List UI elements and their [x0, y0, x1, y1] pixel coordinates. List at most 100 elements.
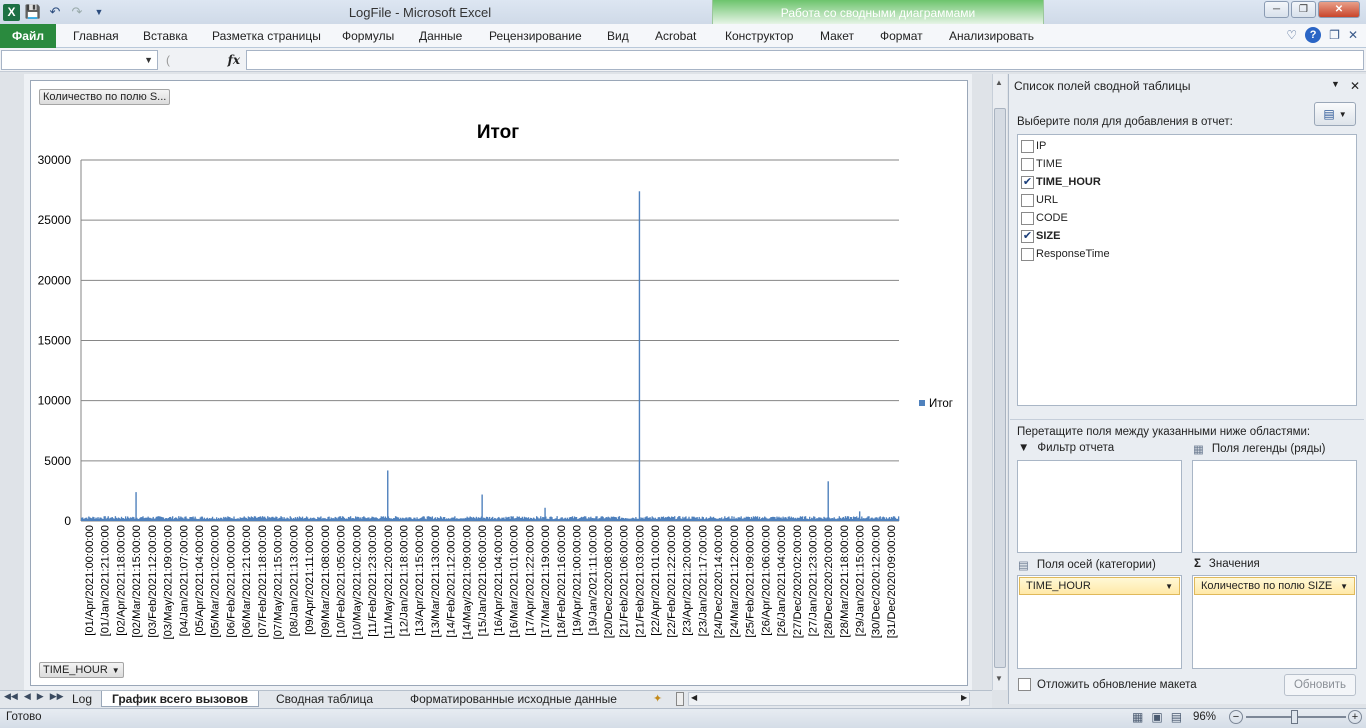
bar [268, 517, 270, 521]
page-break-view-icon[interactable]: ▤ [1170, 710, 1183, 724]
bar [196, 519, 198, 521]
close-window-icon[interactable]: ✕ [1347, 28, 1358, 42]
bar [583, 516, 585, 521]
checkbox[interactable] [1021, 139, 1034, 153]
scroll-down-icon[interactable]: ▼ [995, 674, 1003, 683]
field-list-layout-button[interactable]: ▤ ▼ [1314, 102, 1356, 126]
field-time[interactable]: TIME [1018, 155, 1356, 173]
tab-data[interactable]: Данные [419, 29, 463, 43]
tab-insert[interactable]: Вставка [143, 29, 188, 43]
values-field-chip[interactable]: Количество по полю SIZE ▼ [1194, 577, 1355, 595]
tab-view[interactable]: Вид [607, 29, 629, 43]
tab-format[interactable]: Формат [880, 29, 923, 43]
update-button[interactable]: Обновить [1284, 674, 1356, 696]
scroll-left-icon[interactable]: ◀ [691, 693, 698, 702]
field-url[interactable]: URL [1018, 191, 1356, 209]
tab-layout[interactable]: Макет [820, 29, 854, 43]
bar [814, 516, 816, 521]
bar [266, 518, 268, 521]
status-bar [0, 708, 1366, 728]
filter-field-button[interactable]: Количество по полю S... [39, 89, 171, 105]
zoom-out-icon[interactable]: − [1229, 710, 1243, 724]
save-icon[interactable]: 💾 [24, 4, 42, 19]
defer-update-checkbox[interactable] [1018, 678, 1031, 691]
fx-button[interactable]: fx [227, 53, 240, 67]
formula-splitter-icon[interactable]: ( [166, 53, 177, 67]
insert-sheet-icon[interactable]: ✦ [653, 693, 663, 705]
panel-splitter[interactable] [1010, 419, 1364, 423]
field-time-hour[interactable]: ✔ TIME_HOUR [1021, 175, 1101, 189]
zoom-in-icon[interactable]: + [1348, 710, 1362, 724]
redo-icon[interactable]: ↷ [71, 4, 83, 19]
scroll-right-icon[interactable]: ▶ [961, 693, 968, 702]
bar [237, 518, 239, 521]
checkbox[interactable] [1021, 211, 1034, 225]
bar [159, 516, 162, 521]
chevron-down-icon[interactable]: ▼ [1340, 581, 1348, 591]
values-drop-zone[interactable]: Количество по полю SIZE ▼ [1192, 575, 1357, 669]
chevron-down-icon[interactable]: ▼ [144, 55, 153, 65]
tab-formulas[interactable]: Формулы [342, 29, 395, 43]
axis-field-chip[interactable]: TIME_HOUR ▼ [1019, 577, 1180, 595]
sheet-tab-log[interactable]: Log [72, 692, 93, 706]
horizontal-scrollbar[interactable]: ◀ ▶ [688, 692, 970, 706]
chart-area[interactable]: Количество по полю S... Итог 0 5000 10000 15… [30, 80, 968, 686]
tab-split-handle[interactable] [676, 692, 684, 706]
undo-icon[interactable]: ↶ [49, 4, 61, 19]
field-size[interactable]: ✔ SIZE [1021, 229, 1061, 243]
zoom-level[interactable]: 96% [1193, 711, 1217, 723]
chevron-down-icon[interactable]: ▼ [1165, 581, 1173, 591]
x-tick-label: [05/Apr/2021:04:00:00 [194, 525, 206, 636]
checkbox-checked[interactable]: ✔ [1021, 229, 1034, 243]
field-responsetime[interactable]: ResponseTime [1018, 245, 1356, 263]
file-tab[interactable]: Файл [0, 24, 56, 48]
panel-options-icon[interactable]: ▼ [1331, 79, 1340, 89]
tab-analyze[interactable]: Анализировать [949, 29, 1034, 43]
scroll-thumb[interactable] [994, 108, 1006, 668]
bar [783, 518, 785, 521]
minimize-ribbon-icon[interactable]: ♡ [1286, 28, 1298, 42]
checkbox[interactable] [1021, 247, 1034, 261]
zoom-slider-thumb[interactable] [1291, 710, 1298, 724]
first-sheet-icon[interactable]: ◀◀ [4, 691, 18, 701]
prev-sheet-icon[interactable]: ◀ [23, 691, 31, 701]
field-ip[interactable]: IP [1018, 137, 1356, 155]
bar [341, 516, 344, 521]
normal-view-icon[interactable]: ▦ [1132, 710, 1144, 724]
restore-button[interactable]: ❐ [1291, 1, 1316, 18]
name-box[interactable]: ▼ [1, 50, 158, 70]
checkbox[interactable] [1021, 193, 1034, 207]
close-button[interactable]: ✕ [1318, 1, 1360, 18]
filter-drop-zone[interactable] [1017, 460, 1182, 553]
sheet-tab-pivot[interactable]: Сводная таблица [276, 692, 374, 706]
bar [855, 516, 857, 521]
tab-page-layout[interactable]: Разметка страницы [212, 29, 321, 43]
vertical-scrollbar[interactable]: ▲ ▼ [992, 74, 1007, 690]
help-icon[interactable]: ? [1305, 27, 1322, 43]
close-icon[interactable]: ✕ [1349, 79, 1360, 93]
checkbox[interactable] [1021, 157, 1034, 171]
excel-logo-icon[interactable]: X [3, 3, 20, 21]
last-sheet-icon[interactable]: ▶▶ [49, 691, 64, 701]
checkbox-checked[interactable]: ✔ [1021, 175, 1034, 189]
tab-review[interactable]: Рецензирование [489, 29, 582, 43]
scroll-up-icon[interactable]: ▲ [995, 78, 1003, 87]
sheet-tab-chart-active[interactable]: График всего вызовов [101, 691, 260, 707]
axis-drop-zone[interactable]: TIME_HOUR ▼ [1017, 575, 1182, 669]
minimize-button[interactable]: ─ [1264, 1, 1289, 18]
field-code[interactable]: CODE [1018, 209, 1356, 227]
page-layout-view-icon[interactable]: ▣ [1151, 710, 1163, 724]
legend-drop-zone[interactable] [1192, 460, 1357, 553]
restore-window-icon[interactable]: ❐ [1329, 28, 1340, 42]
formula-input[interactable] [246, 50, 1364, 70]
axis-field-button[interactable]: TIME_HOUR ▼ [39, 662, 124, 678]
sheet-tab-formatted[interactable]: Форматированные исходные данные [410, 692, 617, 706]
bar [379, 518, 381, 521]
customize-qat-icon[interactable]: ▼ [94, 7, 104, 17]
bar [640, 517, 642, 521]
tab-design[interactable]: Конструктор [725, 29, 794, 43]
next-sheet-icon[interactable]: ▶ [36, 691, 44, 701]
tab-home[interactable]: Главная [73, 29, 119, 43]
bar [346, 518, 349, 521]
tab-acrobat[interactable]: Acrobat [655, 29, 697, 43]
